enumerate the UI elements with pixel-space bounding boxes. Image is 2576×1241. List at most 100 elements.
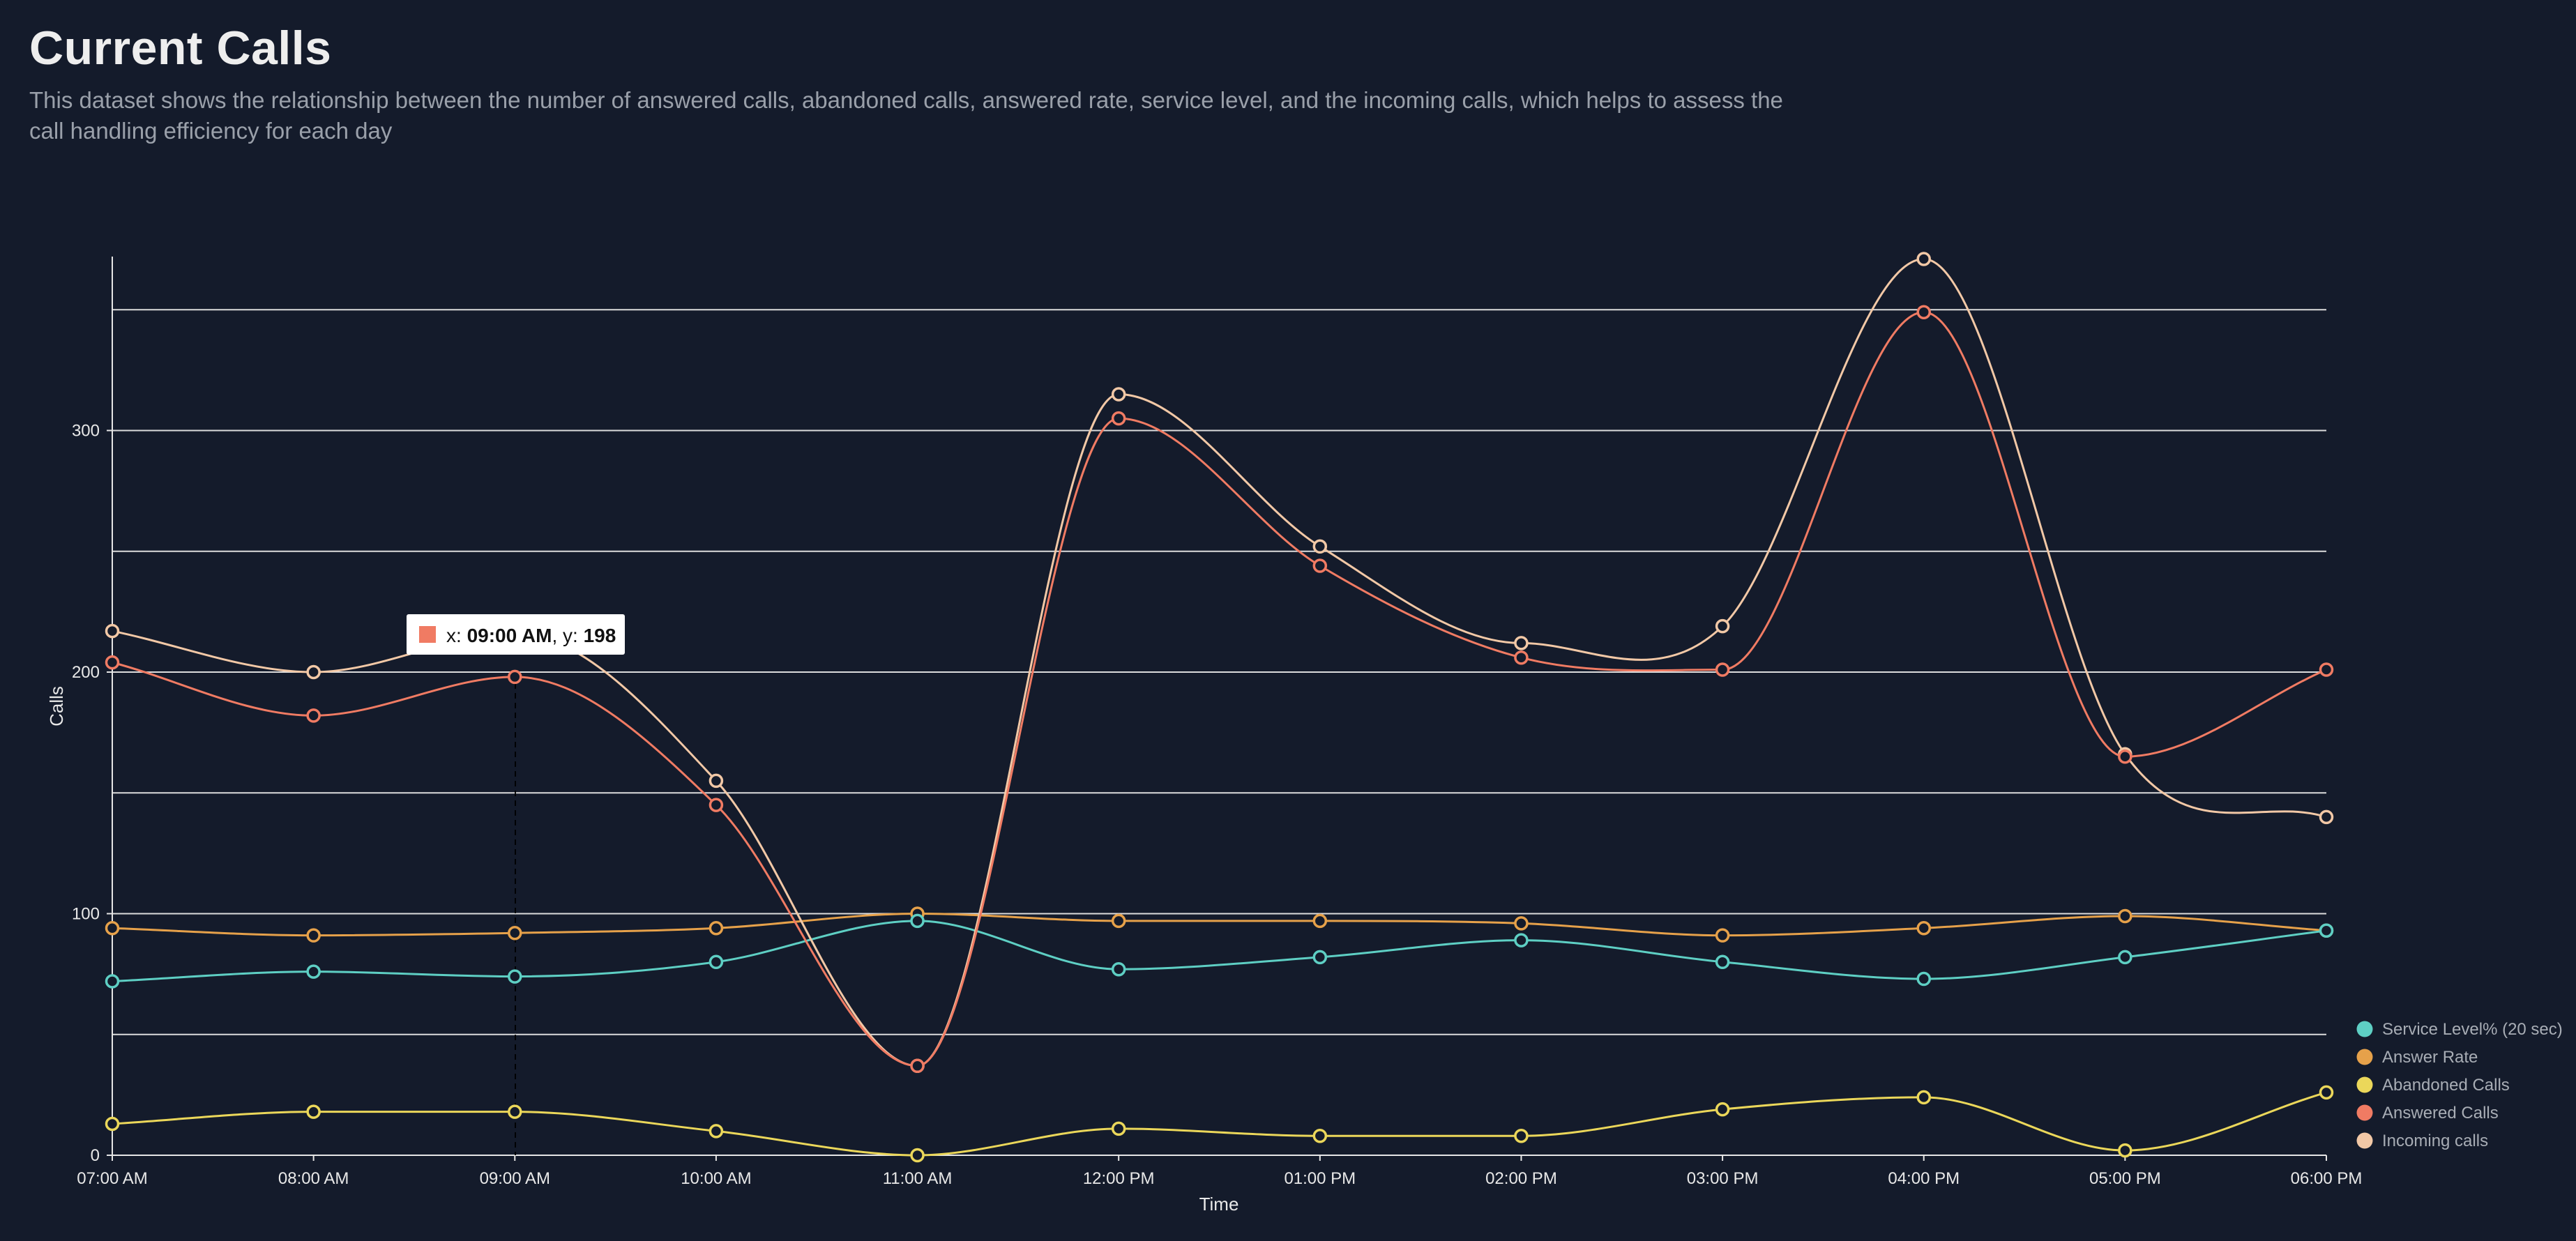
data-point[interactable] [1715,1102,1730,1117]
data-point[interactable] [306,964,321,979]
data-point[interactable] [910,1148,925,1163]
x-tick-label: 06:00 PM [2291,1169,2363,1188]
data-point[interactable] [105,655,120,670]
data-point[interactable] [2118,950,2132,965]
data-point[interactable] [105,921,120,936]
data-point[interactable] [1312,950,1328,965]
tooltip-text: x: 09:00 AM, y: 198 [446,625,616,646]
legend-swatch [2356,1132,2373,1149]
data-point[interactable] [709,1124,724,1139]
tooltip-y-prefix: , y: [552,625,583,646]
data-point[interactable] [1312,539,1328,554]
data-point[interactable] [306,708,321,723]
data-point[interactable] [306,664,321,680]
data-point[interactable] [1715,928,1730,943]
data-point[interactable] [508,1104,522,1119]
series-group [105,913,2334,989]
data-point[interactable] [2118,908,2132,924]
tooltip-x-value: 09:00 AM [467,625,552,646]
data-point[interactable] [1312,913,1328,929]
y-axis-title: Calls [46,686,67,726]
data-point[interactable] [1514,636,1529,650]
data-point[interactable] [709,921,724,936]
data-point[interactable] [1514,916,1529,931]
data-point[interactable] [1715,954,1730,970]
data-point[interactable] [709,773,724,789]
data-point[interactable] [1916,971,1931,987]
tooltip-swatch [419,626,436,643]
data-point[interactable] [105,974,120,989]
legend-swatch [2356,1104,2373,1121]
data-point[interactable] [709,954,724,970]
data-point[interactable] [2319,809,2334,825]
series-line [112,920,2327,983]
legend-label: Incoming calls [2382,1132,2488,1150]
data-point[interactable] [2319,923,2334,938]
data-point[interactable] [1514,1129,1529,1143]
data-point[interactable] [1111,411,1126,426]
legend-label: Answer Rate [2382,1048,2478,1067]
data-point[interactable] [2118,1143,2132,1158]
series-group [105,1085,2334,1163]
series-line [112,257,2327,1067]
legend-label: Service Level% (20 sec) [2382,1020,2563,1039]
legend-item[interactable]: Abandoned Calls [2356,1076,2510,1095]
page-subtitle: This dataset shows the relationship betw… [29,87,1783,144]
x-tick-label: 12:00 PM [1083,1169,1155,1188]
data-point[interactable] [1916,1090,1931,1105]
data-point[interactable] [1916,305,1931,319]
y-tick-label: 300 [72,421,100,440]
data-point[interactable] [2319,1085,2334,1100]
legend-item[interactable]: Answered Calls [2356,1104,2499,1122]
gridlines [112,309,2326,1035]
x-tick-label: 07:00 AM [77,1169,147,1188]
data-point[interactable] [1111,961,1126,977]
data-point[interactable] [1111,387,1126,402]
data-point[interactable] [508,669,522,685]
data-point[interactable] [709,798,724,812]
legend-swatch [2356,1049,2373,1065]
tooltip-box [407,614,625,655]
series-line [112,1091,2327,1157]
data-point[interactable] [910,913,925,929]
x-tick-label: 04:00 PM [1888,1169,1960,1188]
x-tick-label: 02:00 PM [1485,1169,1557,1188]
data-point[interactable] [1916,921,1931,936]
data-point[interactable] [910,1058,925,1074]
legend-label: Answered Calls [2382,1104,2499,1122]
data-point[interactable] [1715,618,1730,634]
series-line [112,912,2327,937]
x-tick-label: 08:00 AM [278,1169,349,1188]
legend-item[interactable]: Answer Rate [2356,1048,2478,1067]
x-tick-label: 10:00 AM [681,1169,751,1188]
legend-item[interactable]: Service Level% (20 sec) [2356,1020,2563,1039]
data-point[interactable] [105,1116,120,1132]
y-tick-labels: 0 100 200 300 [72,421,112,1165]
data-point[interactable] [1312,558,1328,573]
data-point[interactable] [508,925,522,941]
data-point[interactable] [306,1104,321,1119]
data-point[interactable] [2319,662,2334,677]
series [105,252,2334,1163]
data-point[interactable] [306,928,321,943]
data-point[interactable] [1514,650,1529,665]
data-point[interactable] [1514,933,1529,947]
data-point[interactable] [1715,662,1730,677]
data-point[interactable] [105,623,120,639]
legend-item[interactable]: Incoming calls [2356,1132,2489,1150]
data-point[interactable] [1111,1121,1126,1136]
x-tick-label: 01:00 PM [1284,1169,1356,1188]
data-point[interactable] [1916,252,1931,266]
page-title: Current Calls [29,22,332,75]
series-line [112,311,2327,1067]
data-point[interactable] [1111,913,1126,929]
x-tick-labels: 07:00 AM 08:00 AM 09:00 AM 10:00 AM 11:00 AM… [77,1155,2362,1188]
x-tick-label: 05:00 PM [2089,1169,2161,1188]
legend-swatch [2356,1076,2373,1093]
data-point[interactable] [1312,1129,1328,1143]
data-point[interactable] [2118,749,2132,764]
data-point[interactable] [508,969,522,984]
series-group [105,252,2334,1074]
y-tick-label: 0 [91,1146,100,1165]
